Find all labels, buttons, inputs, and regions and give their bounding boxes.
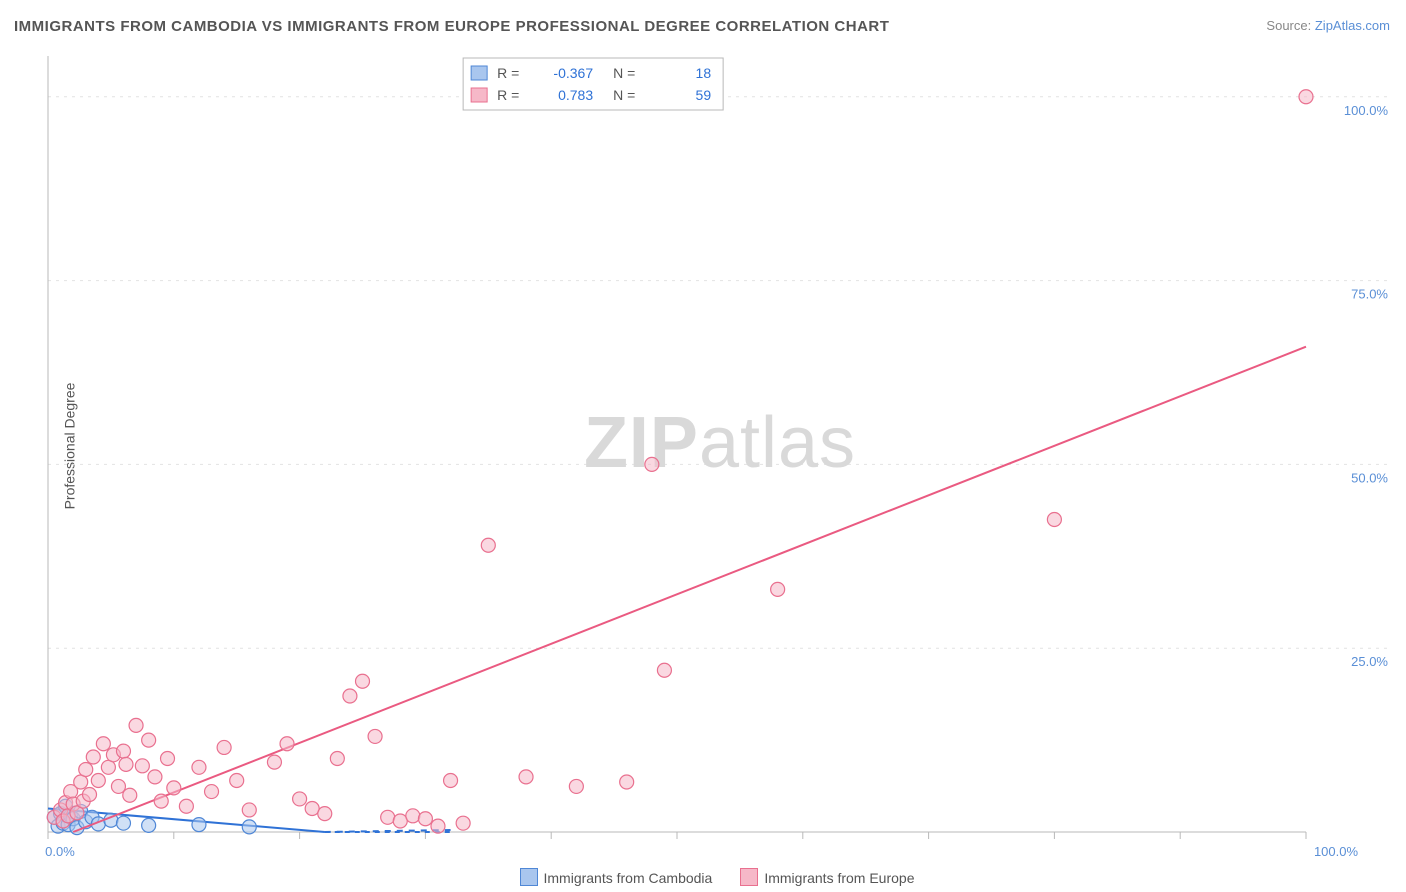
- data-point: [1299, 90, 1313, 104]
- data-point: [142, 733, 156, 747]
- data-point: [83, 788, 97, 802]
- data-point: [79, 763, 93, 777]
- legend-bottom: Immigrants from Cambodia Immigrants from …: [0, 868, 1406, 886]
- data-point: [381, 810, 395, 824]
- data-point: [119, 757, 133, 771]
- y-tick-label: 50.0%: [1351, 470, 1388, 485]
- data-point: [116, 744, 130, 758]
- x-tick-label: 0.0%: [45, 844, 75, 859]
- data-point: [205, 785, 219, 799]
- data-point: [129, 718, 143, 732]
- data-point: [444, 774, 458, 788]
- data-point: [116, 816, 130, 830]
- legend-r-value: 0.783: [558, 87, 593, 103]
- data-point: [217, 740, 231, 754]
- y-tick-label: 25.0%: [1351, 654, 1388, 669]
- watermark: ZIPatlas: [584, 403, 856, 483]
- data-point: [91, 774, 105, 788]
- legend-n-label: N =: [613, 87, 635, 103]
- legend-n-label: N =: [613, 65, 635, 81]
- data-point: [280, 737, 294, 751]
- data-point: [242, 820, 256, 834]
- data-point: [230, 774, 244, 788]
- legend-label: Immigrants from Cambodia: [544, 870, 713, 886]
- data-point: [148, 770, 162, 784]
- data-point: [293, 792, 307, 806]
- data-point: [771, 582, 785, 596]
- legend-r-label: R =: [497, 65, 519, 81]
- legend-swatch: [471, 66, 487, 80]
- data-point: [330, 751, 344, 765]
- data-point: [645, 457, 659, 471]
- source-label: Source:: [1266, 18, 1311, 33]
- data-point: [96, 737, 110, 751]
- data-point: [192, 760, 206, 774]
- legend-swatch: [520, 868, 538, 886]
- y-tick-label: 100.0%: [1344, 103, 1389, 118]
- legend-n-value: 18: [696, 65, 712, 81]
- data-point: [343, 689, 357, 703]
- data-point: [74, 775, 88, 789]
- y-tick-label: 75.0%: [1351, 287, 1388, 302]
- legend-label: Immigrants from Europe: [764, 870, 914, 886]
- data-point: [242, 803, 256, 817]
- data-point: [192, 818, 206, 832]
- data-point: [368, 729, 382, 743]
- source-link[interactable]: ZipAtlas.com: [1315, 18, 1390, 33]
- chart-area: ZIPatlas 0.0% 100.0% 25.0% 50.0% 75.0% 100.0% R…: [44, 52, 1396, 862]
- legend-swatch: [740, 868, 758, 886]
- data-point: [406, 809, 420, 823]
- scatter-chart: ZIPatlas 0.0% 100.0% 25.0% 50.0% 75.0% 100.0% R…: [44, 52, 1396, 862]
- data-point: [101, 760, 115, 774]
- data-point: [154, 794, 168, 808]
- data-point: [179, 799, 193, 813]
- legend-r-value: -0.367: [553, 65, 593, 81]
- data-point: [135, 759, 149, 773]
- data-point: [123, 788, 137, 802]
- data-point: [267, 755, 281, 769]
- data-point: [318, 807, 332, 821]
- legend-r-label: R =: [497, 87, 519, 103]
- data-point: [86, 750, 100, 764]
- data-point: [305, 801, 319, 815]
- data-point: [356, 674, 370, 688]
- x-tick-label: 100.0%: [1314, 844, 1359, 859]
- data-point: [418, 812, 432, 826]
- chart-title: IMMIGRANTS FROM CAMBODIA VS IMMIGRANTS F…: [14, 18, 889, 35]
- data-point: [142, 818, 156, 832]
- data-point: [620, 775, 634, 789]
- data-point: [481, 538, 495, 552]
- data-point: [456, 816, 470, 830]
- source-attribution: Source: ZipAtlas.com: [1266, 18, 1390, 33]
- data-point: [657, 663, 671, 677]
- data-point: [393, 814, 407, 828]
- data-point: [431, 819, 445, 833]
- data-point: [569, 779, 583, 793]
- data-point: [1047, 513, 1061, 527]
- legend-swatch: [471, 88, 487, 102]
- data-point: [167, 781, 181, 795]
- data-point: [161, 751, 175, 765]
- legend-n-value: 59: [696, 87, 712, 103]
- data-point: [519, 770, 533, 784]
